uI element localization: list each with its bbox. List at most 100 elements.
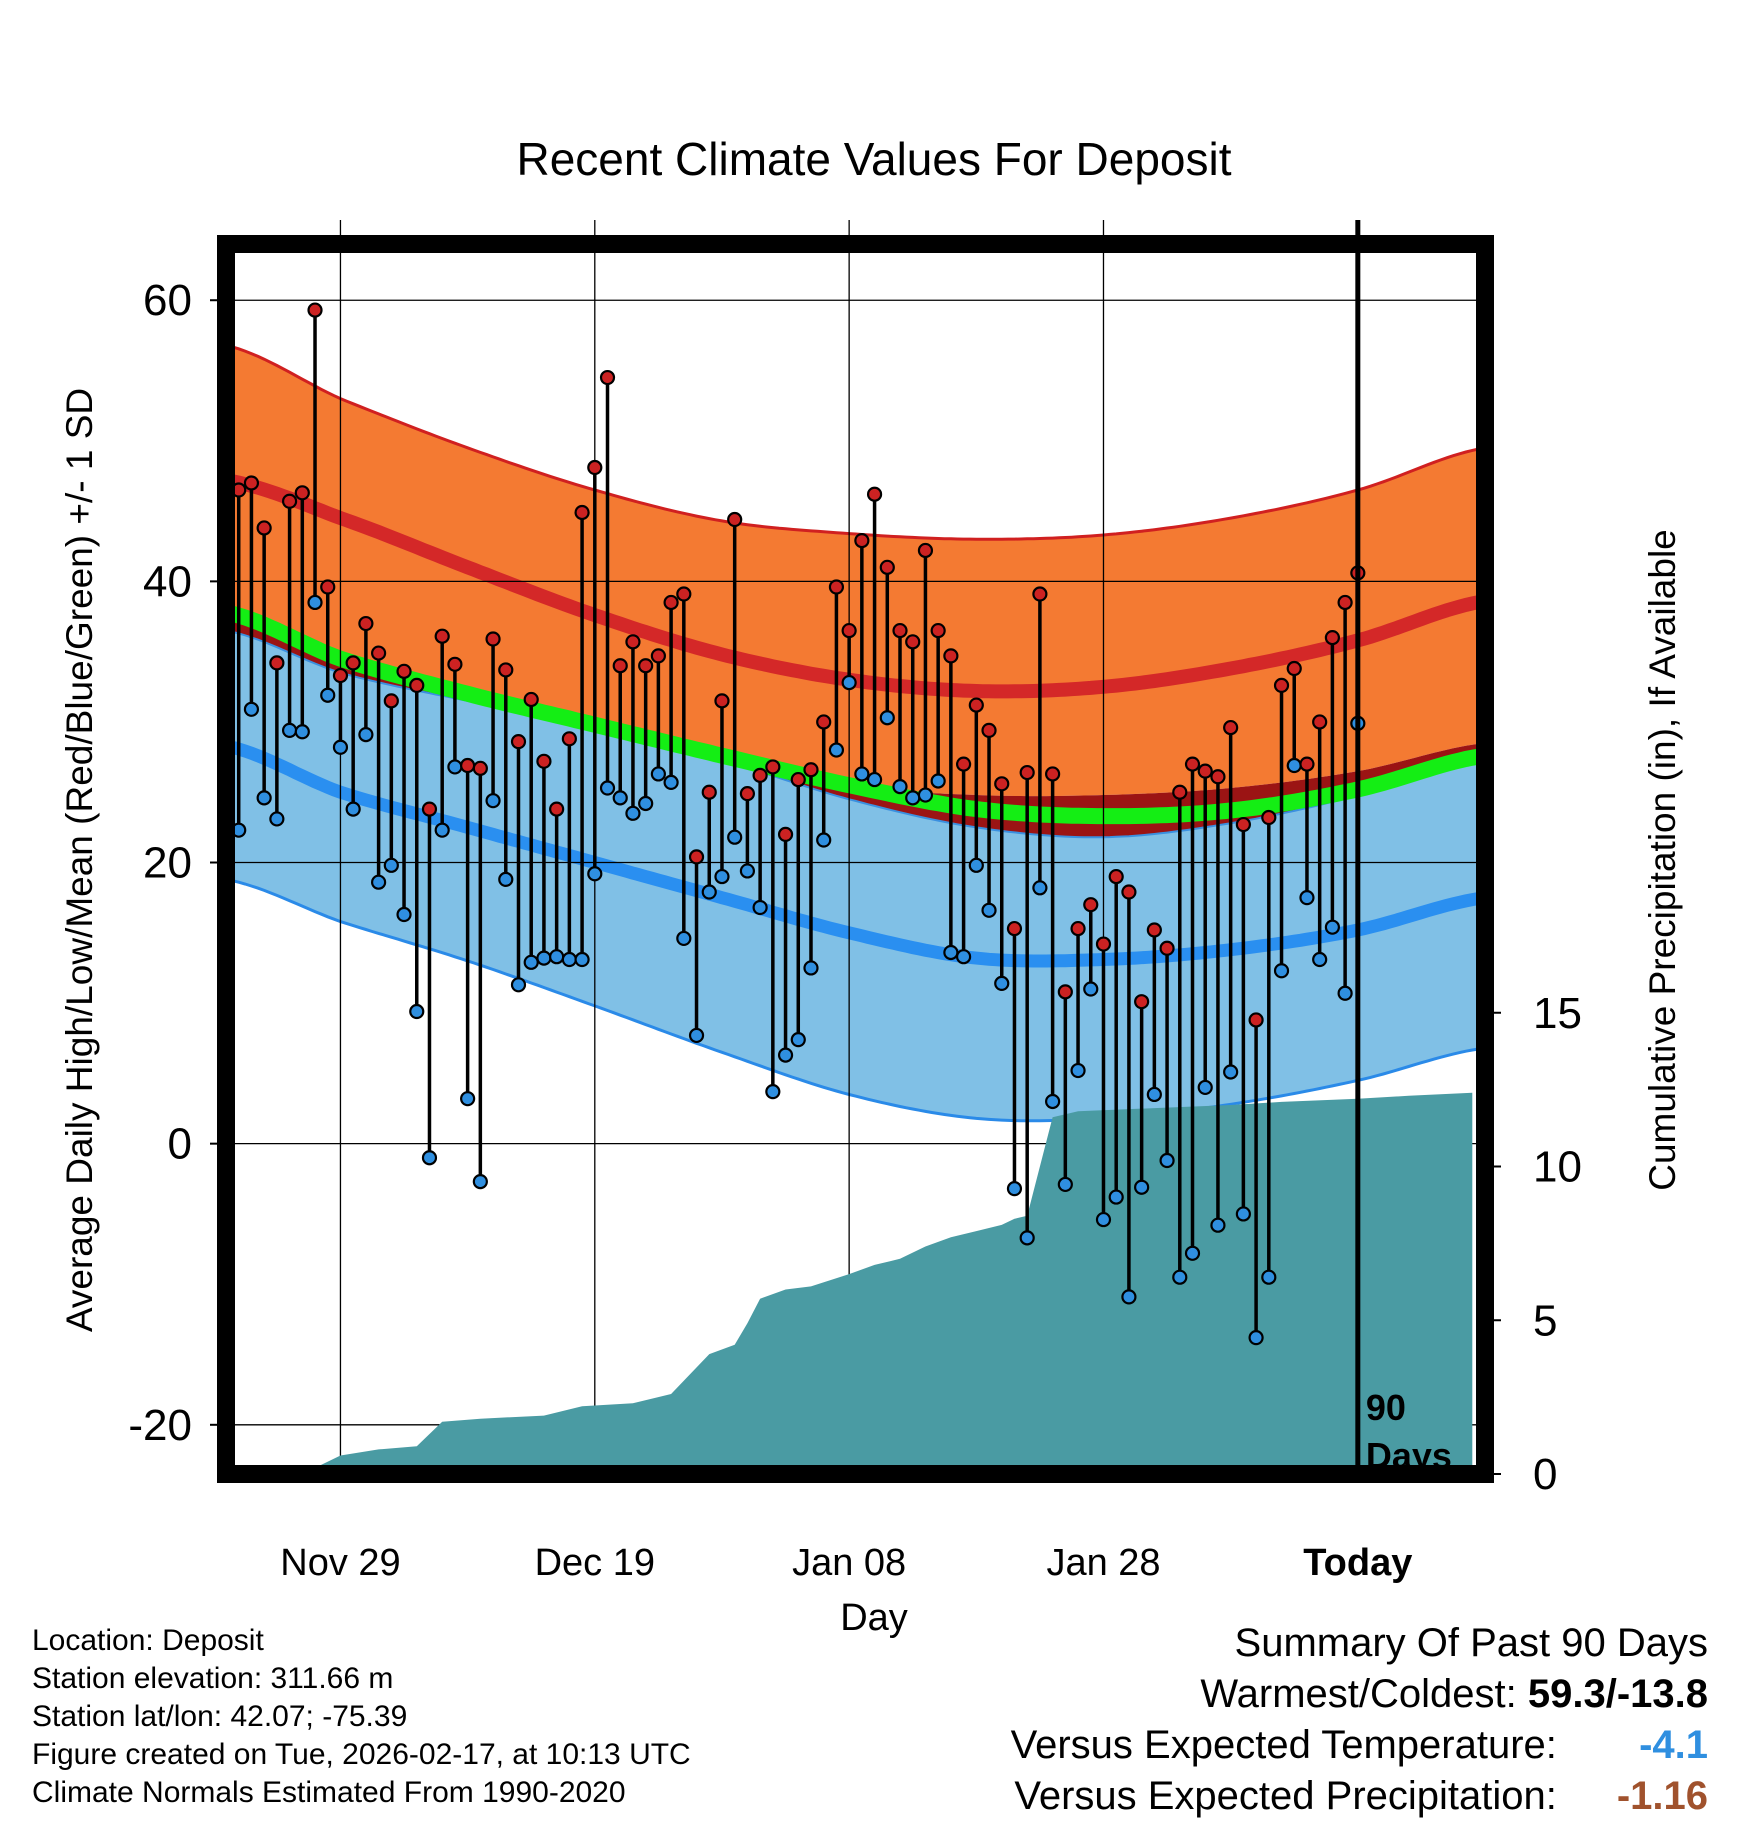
y2-tick-label: 0: [1533, 1450, 1557, 1499]
low-point: [1095, 1211, 1112, 1228]
x-tick-label: Jan 08: [792, 1542, 906, 1584]
low-point: [803, 960, 819, 976]
low-point: [841, 674, 857, 691]
y2-tick-label: 5: [1533, 1296, 1557, 1345]
low-point: [1057, 1176, 1073, 1193]
low-lower-line: [225, 877, 1486, 1123]
low-point: [371, 874, 387, 890]
low-point: [1235, 1206, 1251, 1222]
low-point: [549, 949, 565, 965]
high-point: [866, 486, 883, 502]
high-point: [1337, 594, 1353, 611]
high-point: [879, 559, 895, 575]
low-point: [777, 1047, 794, 1063]
low-point: [523, 954, 539, 970]
high-point: [1184, 756, 1201, 772]
summary-title: Summary Of Past 90 Days: [1234, 1621, 1708, 1665]
high-point: [320, 579, 336, 595]
high-point: [447, 656, 463, 672]
high-upper-line: [225, 343, 1486, 541]
high-point: [765, 759, 781, 775]
low-point: [587, 866, 603, 882]
low-point: [1070, 1062, 1086, 1079]
summary-panel: Summary Of Past 90 Days Warmest/Coldest:…: [1011, 1618, 1708, 1822]
low-point: [1299, 890, 1315, 906]
high-point: [828, 579, 845, 595]
high-point: [638, 658, 654, 674]
low-point: [879, 710, 895, 726]
high-point: [485, 631, 501, 647]
low-point: [1324, 919, 1340, 935]
high-point: [371, 645, 387, 661]
high-point: [752, 767, 768, 783]
high-point: [892, 622, 908, 639]
low-point: [269, 811, 285, 827]
precip-value: -1.16: [1616, 1774, 1708, 1818]
low-point: [1121, 1289, 1137, 1305]
low-point: [460, 1091, 476, 1107]
low-point: [294, 724, 310, 740]
low-point: [752, 899, 768, 916]
low-point: [574, 951, 590, 968]
warmest-value: 59.3/-13.8: [1527, 1672, 1708, 1716]
today-marker-label: Days: [1366, 1435, 1452, 1476]
high-point: [1324, 629, 1340, 646]
low-point: [1223, 1064, 1239, 1080]
high-point: [1286, 660, 1302, 677]
high-point: [714, 693, 730, 709]
high-point: [294, 485, 310, 501]
low-point: [688, 1027, 705, 1044]
low-point: [1337, 985, 1353, 1001]
y-axis-label: Average Daily High/Low/Mean (Red/Blue/Gr…: [59, 388, 100, 1332]
y-tick-label: -20: [128, 1401, 192, 1450]
high-point: [561, 731, 577, 747]
normals-text: Climate Normals Estimated From 1990-2020: [32, 1776, 626, 1809]
low-point: [676, 930, 692, 947]
high-point: [701, 784, 717, 800]
y2-axis-label: Cumulative Precipitation (in), If Availa…: [1642, 529, 1683, 1191]
low-point: [1032, 880, 1048, 896]
high-point: [650, 648, 666, 664]
high-point: [663, 594, 679, 611]
high-point: [1146, 922, 1162, 938]
latlon-text: Station lat/lon: 42.07; -75.39: [32, 1700, 408, 1733]
low-point: [790, 1032, 806, 1048]
low-point: [765, 1084, 781, 1100]
y-tick-label: 40: [143, 557, 192, 606]
low-point: [739, 863, 756, 879]
low-point: [968, 857, 984, 873]
created-text: Figure created on Tue, 2026-02-17, at 10…: [32, 1738, 691, 1771]
low-point: [256, 790, 272, 806]
low-point: [345, 801, 361, 817]
x-axis-label: Day: [840, 1597, 908, 1639]
low-point: [599, 780, 616, 796]
low-point: [281, 722, 298, 738]
high-point: [587, 459, 603, 476]
low-point: [828, 742, 845, 758]
low-point: [383, 857, 399, 873]
high-point: [1070, 920, 1086, 937]
high-point: [854, 533, 870, 549]
high-point: [1312, 714, 1328, 730]
high-point: [332, 667, 349, 684]
high-point: [803, 762, 819, 778]
station-info: Location: Deposit Station elevation: 311…: [32, 1622, 691, 1812]
plot-frame: [217, 235, 1494, 1483]
high-point: [396, 663, 412, 679]
high-point: [269, 655, 285, 671]
low-point: [866, 771, 883, 788]
high-point: [777, 826, 794, 843]
high-point: [523, 691, 539, 708]
high-point: [281, 493, 298, 509]
low-point: [955, 949, 972, 965]
y2-tick-label: 15: [1533, 989, 1582, 1038]
low-point: [1184, 1245, 1201, 1261]
y2-tick-label: 10: [1533, 1143, 1582, 1192]
low-point: [1197, 1079, 1213, 1096]
high-point: [816, 714, 832, 730]
high-point: [472, 760, 488, 776]
low-point: [536, 950, 552, 966]
warmest-row: Warmest/Coldest: 59.3/-13.8: [1011, 1669, 1708, 1720]
high-point: [994, 776, 1010, 792]
low-point: [1146, 1086, 1162, 1103]
